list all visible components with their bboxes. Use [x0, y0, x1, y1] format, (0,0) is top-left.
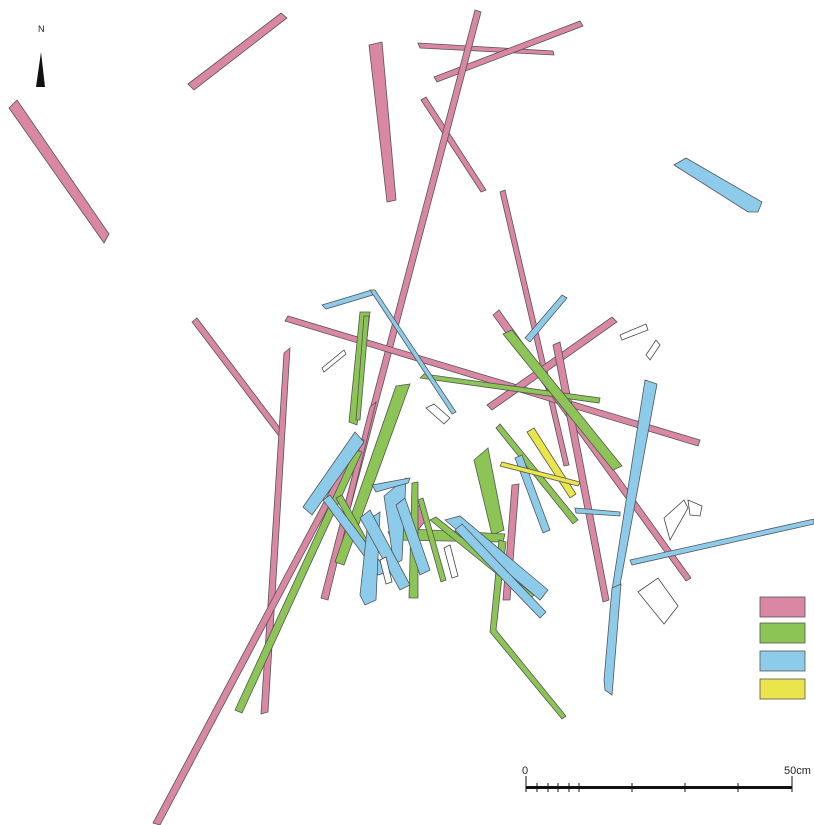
fragment: [321, 349, 347, 373]
fragment: [425, 403, 451, 425]
pink-timbers: [8, 9, 701, 825]
timber: [8, 99, 110, 244]
legend-swatch-pink: [759, 596, 806, 618]
timber: [524, 294, 568, 343]
fragment: [379, 556, 393, 585]
scale-end-label: 50cm: [784, 765, 811, 777]
timber: [191, 317, 284, 436]
outline-fragments: [321, 323, 703, 625]
legend: [759, 596, 806, 700]
timber: [321, 289, 377, 310]
timber: [355, 315, 370, 421]
timber: [368, 41, 397, 203]
timber: [320, 400, 377, 601]
timber: [603, 583, 622, 696]
scale-start-label: 0: [522, 765, 528, 777]
legend-swatch-green: [759, 622, 806, 644]
scale-ticks: [525, 776, 793, 792]
scale-bar-line: [526, 786, 792, 789]
fragment: [619, 323, 649, 341]
timber: [673, 157, 763, 213]
timber: [420, 96, 487, 193]
yellow-timbers: [499, 427, 581, 499]
timber: [473, 447, 505, 536]
legend-swatch-yellow: [759, 678, 806, 700]
north-arrow-icon: [36, 52, 45, 87]
timber: [187, 12, 288, 91]
fragment: [687, 499, 703, 517]
timber: [514, 454, 551, 534]
timber: [369, 289, 457, 415]
fragment: [637, 577, 679, 625]
scale-bar: 0 50cm: [522, 765, 811, 792]
timber: [499, 461, 581, 487]
timber: [417, 497, 447, 583]
timber: [629, 518, 814, 566]
timber: [502, 329, 623, 471]
timber: [234, 449, 363, 714]
north-label: N: [38, 24, 45, 34]
legend-swatch-blue: [759, 650, 806, 672]
fragment: [645, 339, 661, 361]
fragment: [443, 544, 459, 579]
north-arrow: N: [36, 24, 45, 87]
timber: [395, 497, 431, 576]
timber: [152, 437, 365, 825]
timber: [371, 477, 411, 493]
timber: [302, 431, 365, 516]
timber: [454, 523, 547, 619]
timber: [260, 347, 291, 715]
blue-timbers: [302, 157, 814, 696]
fragment: [663, 499, 689, 542]
timber: [574, 507, 621, 517]
timber: [433, 20, 584, 83]
